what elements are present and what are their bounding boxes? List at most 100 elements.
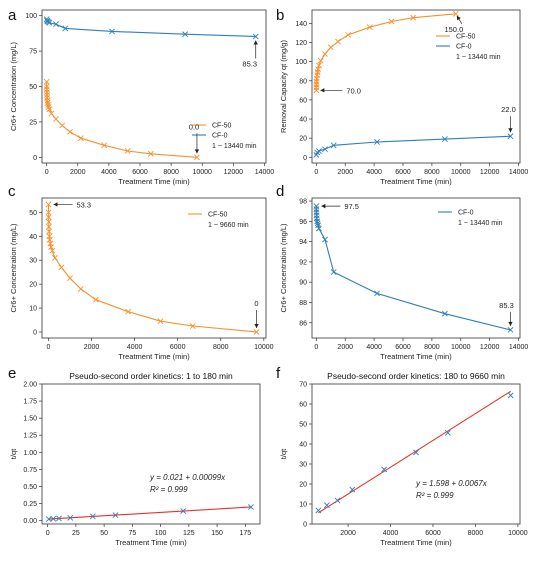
data-point bbox=[124, 148, 131, 154]
x-tick-label: 2000 bbox=[340, 530, 356, 537]
data-point bbox=[366, 24, 373, 31]
annotations: 0.0 85.3 bbox=[189, 40, 258, 154]
y-tick-label: 40 bbox=[299, 442, 307, 449]
y-tick-label: 60 bbox=[299, 97, 307, 104]
x-tick-label: 10000 bbox=[451, 169, 471, 176]
x-tick-label: 0 bbox=[314, 344, 318, 351]
data-point bbox=[56, 515, 62, 522]
legend-entry: CF-0 bbox=[456, 44, 472, 51]
data-point bbox=[374, 139, 380, 145]
data-point bbox=[317, 57, 324, 64]
x-tick-label: 10000 bbox=[254, 344, 274, 351]
data-point bbox=[335, 38, 341, 45]
chart-panel-f: f Pseudo-second order kinetics: 180 to 96… bbox=[276, 365, 528, 547]
data-point bbox=[345, 31, 352, 38]
x-tick-label: 10000 bbox=[508, 530, 528, 537]
legend-entry: CF-0 bbox=[458, 210, 474, 217]
data-point bbox=[125, 308, 132, 315]
data-point bbox=[45, 201, 52, 208]
annotations: 70.0 150.0 22.0 bbox=[320, 15, 516, 133]
y-tick-label: 60 bbox=[299, 402, 307, 409]
fit-equation-text: y = 1.598 + 0.0067x bbox=[415, 479, 488, 488]
data-point bbox=[410, 14, 417, 21]
annotation-label: 150.0 bbox=[444, 25, 463, 34]
annotation-arrow-head bbox=[321, 203, 326, 209]
annotation-label: 70.0 bbox=[346, 86, 361, 95]
data-point bbox=[62, 25, 69, 32]
x-tick-label: 2000 bbox=[337, 169, 353, 176]
y-tick-label: 50 bbox=[29, 84, 37, 91]
x-tick-label: 10000 bbox=[192, 169, 212, 176]
data-point bbox=[322, 236, 328, 243]
data-point bbox=[388, 18, 395, 25]
panel-label: d bbox=[276, 183, 284, 200]
x-tick-label: 2000 bbox=[84, 344, 100, 351]
x-tick-label: 14000 bbox=[255, 169, 275, 176]
y-axis-label: t/qt bbox=[9, 448, 18, 459]
x-tick-label: 12000 bbox=[480, 169, 500, 176]
annotations: 97.5 85.3 bbox=[321, 202, 514, 326]
annotation-arrow-head bbox=[456, 15, 461, 21]
chart-panel-c: c 0 2000 4000 6000 8000 10000 0 10 20 30 40 50 Treatm… bbox=[8, 183, 274, 361]
y-tick-label: 0.00 bbox=[23, 518, 37, 525]
y-tick-label: 0 bbox=[33, 155, 37, 162]
y-tick-label: 1.00 bbox=[23, 450, 37, 457]
annotations: 53.30 bbox=[53, 200, 259, 329]
data-point bbox=[180, 508, 187, 514]
data-point bbox=[89, 513, 96, 520]
y-tick-label: 88 bbox=[299, 300, 307, 307]
x-tick-label: 100 bbox=[155, 530, 167, 537]
data-point bbox=[67, 275, 73, 282]
y-tick-label: 90 bbox=[299, 280, 307, 287]
fit-equation-text: y = 0.021 + 0.00099x bbox=[149, 473, 226, 482]
x-tick-label: 4000 bbox=[366, 344, 382, 351]
x-tick-label: 75 bbox=[128, 530, 136, 537]
data-point bbox=[334, 497, 341, 504]
y-tick-label: 30 bbox=[29, 258, 37, 265]
x-axis-label: Treatment Time (min) bbox=[380, 177, 452, 186]
y-tick-label: 20 bbox=[299, 136, 307, 143]
data-point bbox=[50, 515, 57, 522]
data-point bbox=[315, 507, 322, 514]
legend-entry: CF-50 bbox=[456, 34, 476, 41]
x-tick-label: 8000 bbox=[468, 530, 484, 537]
data-point bbox=[109, 28, 115, 35]
x-tick-label: 6000 bbox=[132, 169, 148, 176]
data-point bbox=[316, 225, 322, 232]
x-axis-label: Treatment Time (min) bbox=[118, 352, 190, 361]
fit-line bbox=[318, 390, 511, 514]
data-point bbox=[507, 392, 514, 399]
annotation-label: 0 bbox=[254, 299, 258, 308]
x-tick-label: 6000 bbox=[425, 530, 441, 537]
legend-note: 1 ~ 13440 min bbox=[458, 220, 503, 227]
series-line-cf-50 bbox=[47, 204, 257, 333]
x-tick-label: 125 bbox=[183, 530, 195, 537]
x-tick-label: 8000 bbox=[424, 344, 440, 351]
y-tick-label: 50 bbox=[29, 210, 37, 217]
chart-panel-a: a 0 2000 4000 6000 8000 10000 12000 14000 0 25 50 75… bbox=[8, 7, 274, 186]
data-point bbox=[507, 326, 514, 333]
y-tick-label: 80 bbox=[299, 78, 307, 85]
data-point bbox=[49, 247, 56, 254]
x-tick-label: 2000 bbox=[337, 344, 353, 351]
axes-frame bbox=[311, 9, 521, 164]
y-tick-label: 1.75 bbox=[23, 399, 37, 406]
x-axis-label: Treatment Time (min) bbox=[380, 352, 452, 361]
x-tick-label: 0 bbox=[314, 169, 318, 176]
data-point bbox=[45, 209, 52, 216]
data-point bbox=[189, 323, 196, 329]
data-point bbox=[253, 329, 260, 335]
y-tick-label: 75 bbox=[29, 49, 37, 56]
data-point bbox=[45, 223, 52, 230]
series-line-cf-50 bbox=[315, 13, 456, 91]
data-point bbox=[46, 106, 53, 113]
panel-label: f bbox=[276, 365, 281, 382]
legend: CF-50 CF-0 1 ~ 13440 min bbox=[436, 34, 501, 61]
x-axis-label: Treatment Time (min) bbox=[118, 177, 190, 186]
panel-label: c bbox=[8, 183, 16, 200]
data-point bbox=[46, 228, 53, 235]
y-tick-label: 140 bbox=[295, 21, 307, 28]
data-point bbox=[48, 244, 54, 250]
annotation-label: 53.3 bbox=[76, 200, 91, 209]
x-tick-label: 0 bbox=[47, 344, 51, 351]
